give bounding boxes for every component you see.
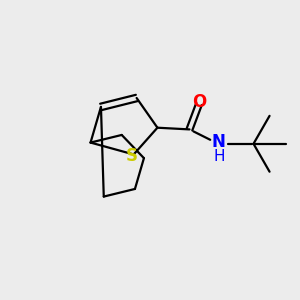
Text: H: H: [213, 149, 224, 164]
Text: O: O: [192, 94, 206, 112]
Text: N: N: [211, 133, 225, 151]
Text: S: S: [126, 147, 138, 165]
